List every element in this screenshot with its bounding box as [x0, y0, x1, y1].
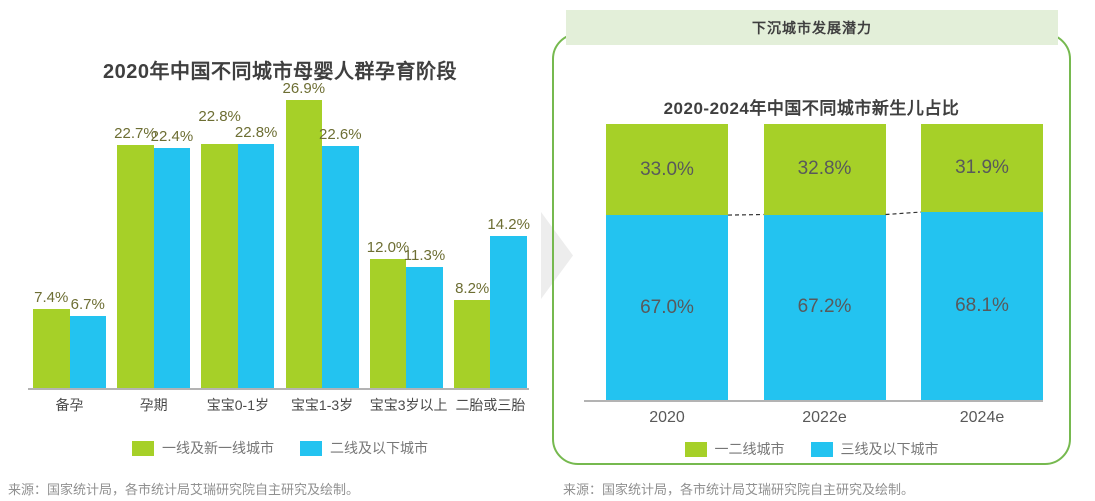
blue-swatch-icon: [810, 441, 833, 457]
x-axis-label: 宝宝3岁以上: [369, 397, 448, 413]
bar-value-label: 22.7%: [114, 124, 157, 142]
right-chart-title: 2020-2024年中国不同城市新生儿占比: [663, 99, 960, 118]
left-source-note: 来源：国家统计局，各市统计局艾瑞研究院自主研究及绘制。: [8, 482, 360, 497]
left-x-axis-labels: 备孕 孕期 宝宝0-1岁 宝宝1-3岁 宝宝3岁以上 二胎或三胎: [33, 395, 527, 415]
stack-segment: 31.9%: [921, 124, 1043, 213]
bar-column: 7.4%: [33, 289, 70, 388]
blue-swatch-icon: [300, 440, 322, 456]
bar-column: 8.2%: [453, 280, 491, 388]
bar-column: 14.2%: [487, 215, 530, 388]
legend-item-tier3-below: 三线及以下城市: [810, 439, 939, 459]
bar-segment: [490, 235, 527, 388]
segment-value-label: 67.2%: [797, 296, 852, 318]
x-axis-label: 2020: [649, 409, 685, 426]
x-axis-label: 备孕: [55, 397, 84, 413]
green-swatch-icon: [132, 440, 154, 456]
bar-value-label: 22.8%: [198, 107, 241, 125]
bar-column: 11.3%: [403, 246, 446, 388]
bar-value-label: 8.2%: [455, 280, 490, 298]
bar-group-备孕: 7.4% 6.7%: [33, 289, 106, 388]
bar-value-label: 6.7%: [70, 296, 105, 314]
legend-label: 二线及以下城市: [330, 440, 428, 456]
bar-segment: [369, 259, 407, 388]
bar-column: 12.0%: [366, 239, 410, 388]
bar-column: 6.7%: [69, 296, 106, 388]
right-legend: 一二线城市 三线及以下城市: [554, 439, 1069, 459]
bar-segment: [153, 148, 191, 388]
segment-value-label: 31.9%: [955, 157, 1009, 179]
legend-label: 一二线城市: [714, 441, 785, 457]
x-axis-label: 2024e: [959, 409, 1005, 426]
bar-segment: [406, 266, 443, 388]
segment-value-label: 68.1%: [955, 295, 1009, 316]
segment-value-label: 67.0%: [640, 296, 694, 318]
bar-column: 22.8%: [234, 123, 278, 388]
right-x-axis-line: [584, 400, 1043, 402]
bar-group-二胎或三胎: 8.2% 14.2%: [453, 215, 530, 388]
panel-header-banner: 下沉城市发展潜力: [566, 10, 1058, 45]
bar-value-label: 22.8%: [234, 123, 278, 141]
bar-segment: [453, 300, 491, 388]
bar-value-label: 22.4%: [150, 128, 194, 145]
x-axis-label: 宝宝1-3岁: [290, 397, 354, 413]
bar-segment: [33, 308, 70, 388]
legend-item-tier1-newtier1: 一线及新一线城市: [132, 438, 274, 458]
bar-segment: [237, 143, 275, 388]
legend-item-tier12: 一二线城市: [684, 439, 785, 459]
sinking-market-panel: 2020-2024年中国不同城市新生儿占比 33.0% 67.0% 32.8% 67.…: [552, 33, 1071, 465]
segment-value-label: 32.8%: [797, 158, 852, 180]
left-legend: 一线及新一线城市 二线及以下城市: [0, 438, 560, 458]
bar-segment: [322, 145, 359, 388]
left-grouped-bar-plot: 7.4% 6.7% 22.7% 22.4% 22.8% 22.8% 26.9% 22.6% 12…: [33, 80, 530, 388]
bar-value-label: 12.0%: [366, 239, 410, 257]
stacked-bar-2020: 33.0% 67.0%: [606, 124, 728, 400]
bar-group-宝宝0-1岁: 22.8% 22.8%: [198, 107, 278, 388]
right-x-axis-labels: 2020 2022e 2024e: [606, 409, 1043, 427]
bar-segment: [201, 143, 238, 388]
stack-segment: 67.0%: [606, 215, 728, 400]
stacked-bar-2022e: 32.8% 67.2%: [763, 124, 886, 400]
x-axis-label: 二胎或三胎: [455, 397, 526, 413]
green-swatch-icon: [684, 441, 707, 457]
bar-group-孕期: 22.7% 22.4%: [114, 124, 194, 388]
bar-value-label: 7.4%: [34, 288, 69, 306]
legend-item-tier2-below: 二线及以下城市: [300, 438, 428, 458]
bar-value-label: 14.2%: [487, 215, 530, 233]
left-x-axis-line: [28, 388, 529, 390]
x-axis-label: 宝宝0-1岁: [206, 397, 269, 413]
x-axis-label: 孕期: [139, 397, 168, 413]
legend-label: 一线及新一线城市: [162, 440, 274, 456]
bar-column: 22.7%: [114, 124, 157, 388]
legend-label: 三线及以下城市: [840, 441, 939, 457]
bar-segment: [117, 144, 154, 388]
stacked-bar-2024e: 31.9% 68.1%: [921, 124, 1043, 400]
bar-segment: [69, 316, 106, 388]
bar-value-label: 26.9%: [282, 79, 326, 97]
bar-group-宝宝1-3岁: 26.9% 22.6%: [282, 79, 362, 388]
bar-value-label: 11.3%: [403, 246, 446, 264]
left-chart-title: 2020年中国不同城市母婴人群孕育阶段: [103, 60, 457, 83]
segment-value-label: 33.0%: [640, 158, 694, 180]
stack-segment: 32.8%: [763, 124, 886, 215]
stack-segment: 68.1%: [921, 212, 1043, 400]
bar-column: 26.9%: [282, 79, 326, 388]
x-axis-label: 2022e: [802, 409, 847, 426]
right-stacked-bar-plot: 33.0% 67.0% 32.8% 67.2% 31.9% 68.1%: [606, 124, 1043, 400]
right-source-note: 来源：国家统计局，各市统计局艾瑞研究院自主研究及绘制。: [563, 482, 915, 497]
bar-column: 22.4%: [150, 128, 194, 388]
bar-segment: [285, 99, 323, 388]
bar-column: 22.8%: [198, 107, 241, 388]
panel-header-label: 下沉城市发展潜力: [752, 19, 872, 36]
bar-column: 22.6%: [319, 125, 362, 388]
stack-segment: 67.2%: [763, 214, 886, 400]
bar-group-宝宝3岁以上: 12.0% 11.3%: [366, 239, 446, 388]
bar-value-label: 22.6%: [319, 125, 362, 143]
stack-segment: 33.0%: [606, 124, 728, 216]
